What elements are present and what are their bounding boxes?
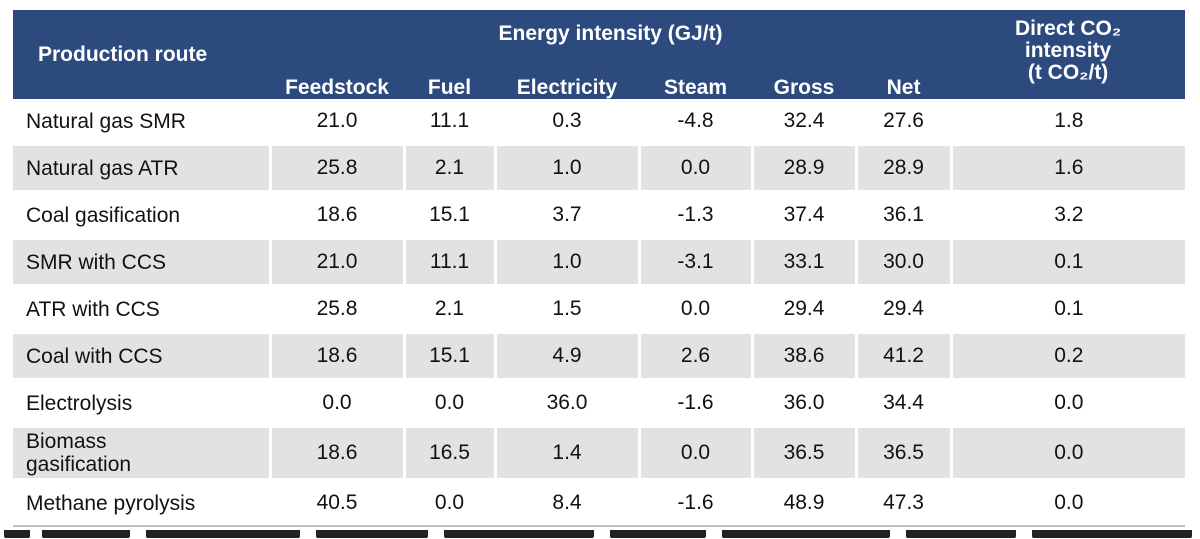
cell-route: Biomass gasification (13, 426, 272, 481)
cell-electricity: 0.3 (495, 99, 641, 146)
cell-fuel: 15.1 (404, 191, 497, 240)
cut-off-caption-text (0, 530, 1200, 539)
cell-steam: 0.0 (639, 426, 754, 481)
cell-net: 36.1 (856, 191, 953, 240)
cell-net: 28.9 (856, 144, 953, 193)
table-row: Electrolysis 0.0 0.0 36.0 -1.6 36.0 34.4… (13, 379, 1186, 428)
cell-co2: 3.2 (951, 191, 1186, 240)
cell-feedstock: 18.6 (270, 191, 406, 240)
cell-electricity: 1.0 (495, 238, 641, 287)
cell-co2: 0.0 (1054, 491, 1084, 514)
cell-feedstock: 18.6 (270, 332, 406, 381)
cell-route: Natural gas SMR (13, 99, 272, 146)
table-row: SMR with CCS 21.0 11.1 1.0 -3.1 33.1 30.… (13, 238, 1186, 287)
cell-gross: 36.0 (752, 379, 858, 428)
header-steam: Steam (639, 56, 752, 99)
cell-feedstock: 40.5 (270, 479, 406, 525)
table-row: Coal gasification 18.6 15.1 3.7 -1.3 37.… (13, 191, 1186, 240)
cell-net: 41.2 (856, 332, 953, 381)
cell-feedstock: 25.8 (270, 285, 406, 334)
cell-feedstock: 21.0 (270, 99, 406, 146)
cell-steam: -1.6 (639, 479, 754, 525)
cell-gross: 38.6 (752, 332, 858, 381)
cell-route: SMR with CCS (13, 238, 272, 287)
header-gross: Gross (752, 56, 856, 99)
cell-fuel: 2.1 (404, 144, 497, 193)
cell-fuel: 15.1 (404, 332, 497, 381)
cell-net: 27.6 (856, 99, 953, 146)
cell-steam: -1.3 (639, 191, 754, 240)
table-body: Natural gas SMR 21.0 11.1 0.3 -4.8 32.4 … (13, 99, 1186, 525)
header-net: Net (856, 56, 952, 99)
cell-gross: 37.4 (752, 191, 858, 240)
cell-net: 30.0 (856, 238, 953, 287)
cell-co2: 0.2 (951, 332, 1186, 381)
header-energy-intensity: Energy intensity (GJ/t) (270, 10, 952, 56)
cell-route: Methane pyrolysis (13, 479, 272, 525)
cell-feedstock: 0.0 (270, 379, 406, 428)
cell-steam: -1.6 (639, 379, 754, 428)
cell-steam: -3.1 (639, 238, 754, 287)
cell-feedstock: 18.6 (270, 426, 406, 481)
cell-route: Natural gas ATR (13, 144, 272, 193)
co2-header-line-1: Direct CO₂ (1014, 17, 1122, 40)
cell-co2: 0.0 (951, 426, 1186, 481)
cell-steam: 2.6 (639, 332, 754, 381)
cell-route: Coal gasification (13, 191, 272, 240)
cell-co2: 0.0 (951, 379, 1186, 428)
cell-route: Coal with CCS (13, 332, 272, 381)
hydrogen-production-table: Production route Energy intensity (GJ/t)… (13, 10, 1186, 525)
table-row: ATR with CCS 25.8 2.1 1.5 0.0 29.4 29.4 … (13, 285, 1186, 334)
table-row: Methane pyrolysis 40.5 0.0 8.4 -1.6 48.9… (13, 479, 1185, 525)
header-feedstock: Feedstock (270, 56, 404, 99)
cell-electricity: 1.5 (495, 285, 641, 334)
cell-steam: 0.0 (639, 285, 754, 334)
cell-steam: -4.8 (639, 99, 754, 146)
cell-route-text: Biomass gasification (26, 430, 132, 476)
cell-electricity: 36.0 (495, 379, 641, 428)
cell-feedstock: 25.8 (270, 144, 406, 193)
cell-route: Electrolysis (13, 379, 272, 428)
cell-gross: 33.1 (752, 238, 858, 287)
header-fuel: Fuel (404, 56, 495, 99)
table-row: Natural gas ATR 25.8 2.1 1.0 0.0 28.9 28… (13, 144, 1186, 193)
cell-gross: 32.4 (752, 99, 858, 146)
cell-fuel: 0.0 (404, 379, 497, 428)
header-electricity: Electricity (495, 56, 639, 99)
cell-fuel: 11.1 (404, 238, 497, 287)
cell-net: 29.4 (856, 285, 953, 334)
cell-net: 47.3 (856, 479, 953, 525)
cell-electricity: 3.7 (495, 191, 641, 240)
cell-feedstock: 21.0 (270, 238, 406, 287)
cell-co2: 0.1 (951, 238, 1186, 287)
cell-electricity: 8.4 (495, 479, 641, 525)
table-row: Natural gas SMR 21.0 11.1 0.3 -4.8 32.4 … (13, 99, 1186, 146)
co2-header-line-3: (t CO₂/t) (1027, 61, 1109, 84)
cell-gross: 48.9 (752, 479, 858, 525)
cell-fuel: 11.1 (404, 99, 497, 146)
header-direct-co2-intensity: Direct CO₂ intensity (t CO₂/t) (951, 10, 1186, 99)
cell-electricity: 1.4 (495, 426, 641, 481)
cell-co2: 1.6 (951, 144, 1186, 193)
cell-gross: 36.5 (752, 426, 858, 481)
table-header: Production route Energy intensity (GJ/t)… (13, 10, 1186, 99)
cell-fuel: 0.0 (404, 479, 497, 525)
cell-net: 34.4 (856, 379, 953, 428)
header-production-route: Production route (13, 10, 270, 99)
co2-header-line-2: intensity (1024, 39, 1112, 62)
cell-fuel: 2.1 (404, 285, 497, 334)
cell-co2: 1.8 (951, 99, 1186, 146)
cell-steam: 0.0 (639, 144, 754, 193)
cell-fuel: 16.5 (404, 426, 497, 481)
table-row: Biomass gasification 18.6 16.5 1.4 0.0 3… (13, 426, 1186, 481)
cell-electricity: 4.9 (495, 332, 641, 381)
cell-net: 36.5 (856, 426, 953, 481)
table-bottom-rule (13, 525, 1185, 527)
cell-electricity: 1.0 (495, 144, 641, 193)
cell-gross: 29.4 (752, 285, 858, 334)
table-row: Coal with CCS 18.6 15.1 4.9 2.6 38.6 41.… (13, 332, 1186, 381)
cell-route: ATR with CCS (13, 285, 272, 334)
cell-gross: 28.9 (752, 144, 858, 193)
cell-co2: 0.1 (951, 285, 1186, 334)
